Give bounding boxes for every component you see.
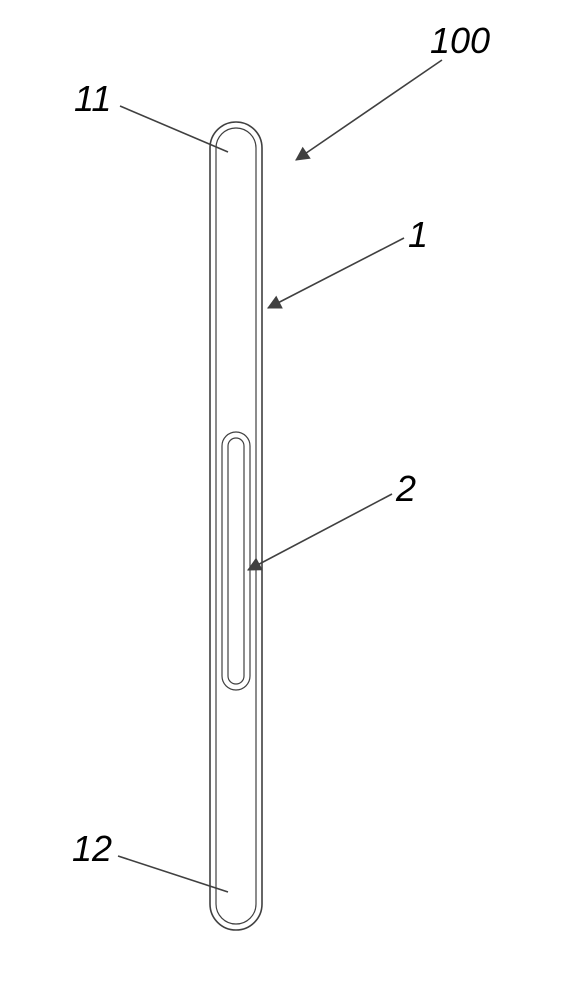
leader-arrow-head	[296, 148, 310, 160]
leader-arrow-shaft	[268, 238, 404, 308]
label-2: 2	[396, 468, 416, 510]
label-100: 100	[430, 20, 490, 62]
leader-arrow-shaft	[248, 494, 392, 570]
slot-inner-outline	[228, 438, 244, 684]
slot-outer-outline	[222, 432, 250, 690]
label-11: 11	[74, 78, 111, 120]
leader-arrow-shaft	[296, 60, 442, 160]
body-outer-outline	[210, 122, 262, 930]
leader-line	[120, 106, 228, 152]
label-1: 1	[408, 214, 428, 256]
label-12: 12	[72, 828, 112, 870]
leader-line	[118, 856, 228, 892]
